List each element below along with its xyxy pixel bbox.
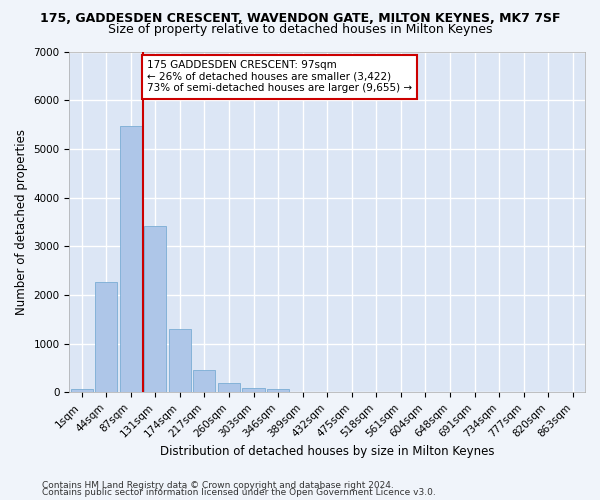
- Text: 175, GADDESDEN CRESCENT, WAVENDON GATE, MILTON KEYNES, MK7 7SF: 175, GADDESDEN CRESCENT, WAVENDON GATE, …: [40, 12, 560, 26]
- Bar: [169, 328, 191, 392]
- Text: Contains HM Land Registry data © Crown copyright and database right 2024.: Contains HM Land Registry data © Crown c…: [42, 480, 394, 490]
- Bar: [193, 370, 215, 392]
- Bar: [218, 384, 240, 392]
- Text: 175 GADDESDEN CRESCENT: 97sqm
← 26% of detached houses are smaller (3,422)
73% o: 175 GADDESDEN CRESCENT: 97sqm ← 26% of d…: [147, 60, 412, 94]
- Bar: [120, 126, 142, 392]
- Y-axis label: Number of detached properties: Number of detached properties: [15, 129, 28, 315]
- Bar: [144, 226, 166, 392]
- Bar: [267, 390, 289, 392]
- X-axis label: Distribution of detached houses by size in Milton Keynes: Distribution of detached houses by size …: [160, 444, 494, 458]
- Bar: [242, 388, 265, 392]
- Text: Size of property relative to detached houses in Milton Keynes: Size of property relative to detached ho…: [108, 22, 492, 36]
- Bar: [71, 388, 93, 392]
- Text: Contains public sector information licensed under the Open Government Licence v3: Contains public sector information licen…: [42, 488, 436, 497]
- Bar: [95, 282, 117, 393]
